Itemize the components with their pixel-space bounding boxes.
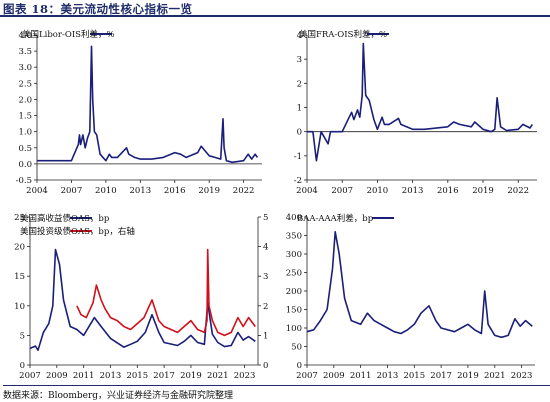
x-tick-label: 2019 [180,371,202,381]
x-tick-label: 2021 [484,371,506,381]
y-tick-label: 15 [14,272,25,282]
x-tick-label: 2019 [472,186,494,196]
y-tick-label: 10 [14,302,25,312]
x-tick-label: 2007 [19,371,41,381]
y-tick-label: 0 [20,361,25,371]
y-tick-label: 2.5 [18,79,32,89]
x-tick-label: 2007 [296,371,318,381]
y2-tick-label: 2 [263,302,268,312]
x-tick-label: 2013 [402,186,424,196]
y-tick-label: 4.0 [18,31,32,41]
x-tick-label: 2009 [46,371,68,381]
x-tick-label: 2004 [26,186,48,196]
y-tick-label: 200 [286,287,302,297]
chart-oas-svg: 0 5 10 15 20 25 0 1 2 3 4 5 2007 2009 2011 2013 2015 2017… [14,213,268,381]
x-tick-label: 2004 [296,186,318,196]
y-tick-label: 25 [14,213,25,223]
y-tick-label: 250 [286,269,302,279]
y-tick-label: 3.0 [18,63,32,73]
y-tick-label: -0.5 [16,176,32,186]
x-tick-label: 2021 [207,371,229,381]
x-tick-label: 2011 [350,371,372,381]
x-tick-label: 2015 [403,371,425,381]
y-tick-label: -1 [294,152,302,162]
y-tick-label: -2 [294,176,302,186]
y-tick-label: 20 [14,243,25,253]
chart-oas: 0 5 10 15 20 25 0 1 2 3 4 5 2007 2009 2011 2013 2015 2017… [0,207,275,385]
chart-baa-aaa: 0 50 100 150 200 250 300 350 400 2007 2009 2011 2013… [277,207,550,385]
chart-libor-ois: -0.5 0.0 0.5 1.0 1.5 2.0 2.5 3.0 3.5 4.0 2004 2007 2… [0,25,275,205]
y-tick-label: 0 [297,361,302,371]
x-tick-label: 2011 [73,371,95,381]
x-tick-label: 2022 [507,186,529,196]
series-line-0 [307,42,533,162]
x-tick-label: 2009 [323,371,345,381]
y2-tick-label: 3 [263,272,268,282]
x-tick-label: 2022 [233,186,255,196]
series-line-0 [306,230,533,339]
y-tick-label: 300 [286,250,302,260]
legend-label-0: 美国FRA-OIS利差，% [299,29,387,40]
chart-fra-ois-svg: -2 -1 0 1 2 3 4 2004 2007 2010 2013 2016 2019 2022 美国F… [294,29,537,196]
x-tick-label: 2019 [198,186,220,196]
series-line-0 [37,45,259,164]
x-tick-label: 2017 [430,371,452,381]
legend-label-0: BAA-AAA利差，bp [297,213,374,224]
x-tick-label: 2016 [437,186,459,196]
x-tick-label: 2010 [367,186,389,196]
x-tick-label: 2007 [61,186,83,196]
y-tick-label: 350 [286,232,302,242]
series-line-0 [29,248,256,351]
x-tick-label: 2013 [129,186,151,196]
y-tick-label: 150 [286,306,302,316]
y-tick-label: 2 [297,79,302,89]
x-tick-label: 2007 [331,186,353,196]
source-note: 数据来源：Bloomberg，兴业证券经济与金融研究院整理 [3,385,550,402]
x-tick-label: 2017 [153,371,175,381]
y-tick-label: 0.5 [18,144,32,154]
chart-libor-ois-svg: -0.5 0.0 0.5 1.0 1.5 2.0 2.5 3.0 3.5 4.0 2004 2007 2… [16,29,262,196]
chart-fra-ois: -2 -1 0 1 2 3 4 2004 2007 2010 2013 2016 2019 2022 美国F… [277,25,550,205]
y-tick-label: 3.5 [18,47,32,57]
legend-label-0: 美国高收益债OAS，bp [20,213,110,224]
x-tick-label: 2019 [457,371,479,381]
x-tick-label: 2013 [100,371,122,381]
series-line-1 [76,248,256,337]
y-tick-label: 1.5 [18,112,32,122]
y-tick-label: 1.0 [18,128,32,138]
legend-label-0: 美国Libor-OIS利差，% [22,29,115,40]
x-tick-label: 2015 [126,371,148,381]
y-tick-label: 4 [297,31,302,41]
y-tick-label: 100 [286,324,302,334]
x-tick-label: 2016 [164,186,186,196]
y-tick-label: 1 [297,104,302,114]
y-tick-label: 400 [286,213,302,223]
y2-tick-label: 5 [263,213,268,223]
x-tick-label: 2023 [511,371,533,381]
x-tick-label: 2023 [234,371,256,381]
x-tick-label: 2013 [377,371,399,381]
y-tick-label: 0 [297,128,302,138]
y-tick-label: 50 [291,343,302,353]
y-tick-label: 5 [20,331,25,341]
y2-tick-label: 1 [263,331,268,341]
figure-title-bar: 图表 18：美元流动性核心指标一览 [0,0,550,17]
legend-label-1: 美国投资级债OAS，bp，右轴 [20,226,135,237]
figure-title: 图表 18：美元流动性核心指标一览 [3,2,193,16]
x-tick-label: 2010 [95,186,117,196]
y-tick-label: 0.0 [18,160,32,170]
y-tick-label: 3 [297,55,302,65]
y2-tick-label: 4 [263,243,268,253]
chart-baa-aaa-svg: 0 50 100 150 200 250 300 350 400 2007 2009 2011 2013… [286,213,535,381]
y2-tick-label: 0 [263,361,268,371]
y-tick-label: 2.0 [18,95,32,105]
source-text: 数据来源：Bloomberg，兴业证券经济与金融研究院整理 [3,391,234,401]
